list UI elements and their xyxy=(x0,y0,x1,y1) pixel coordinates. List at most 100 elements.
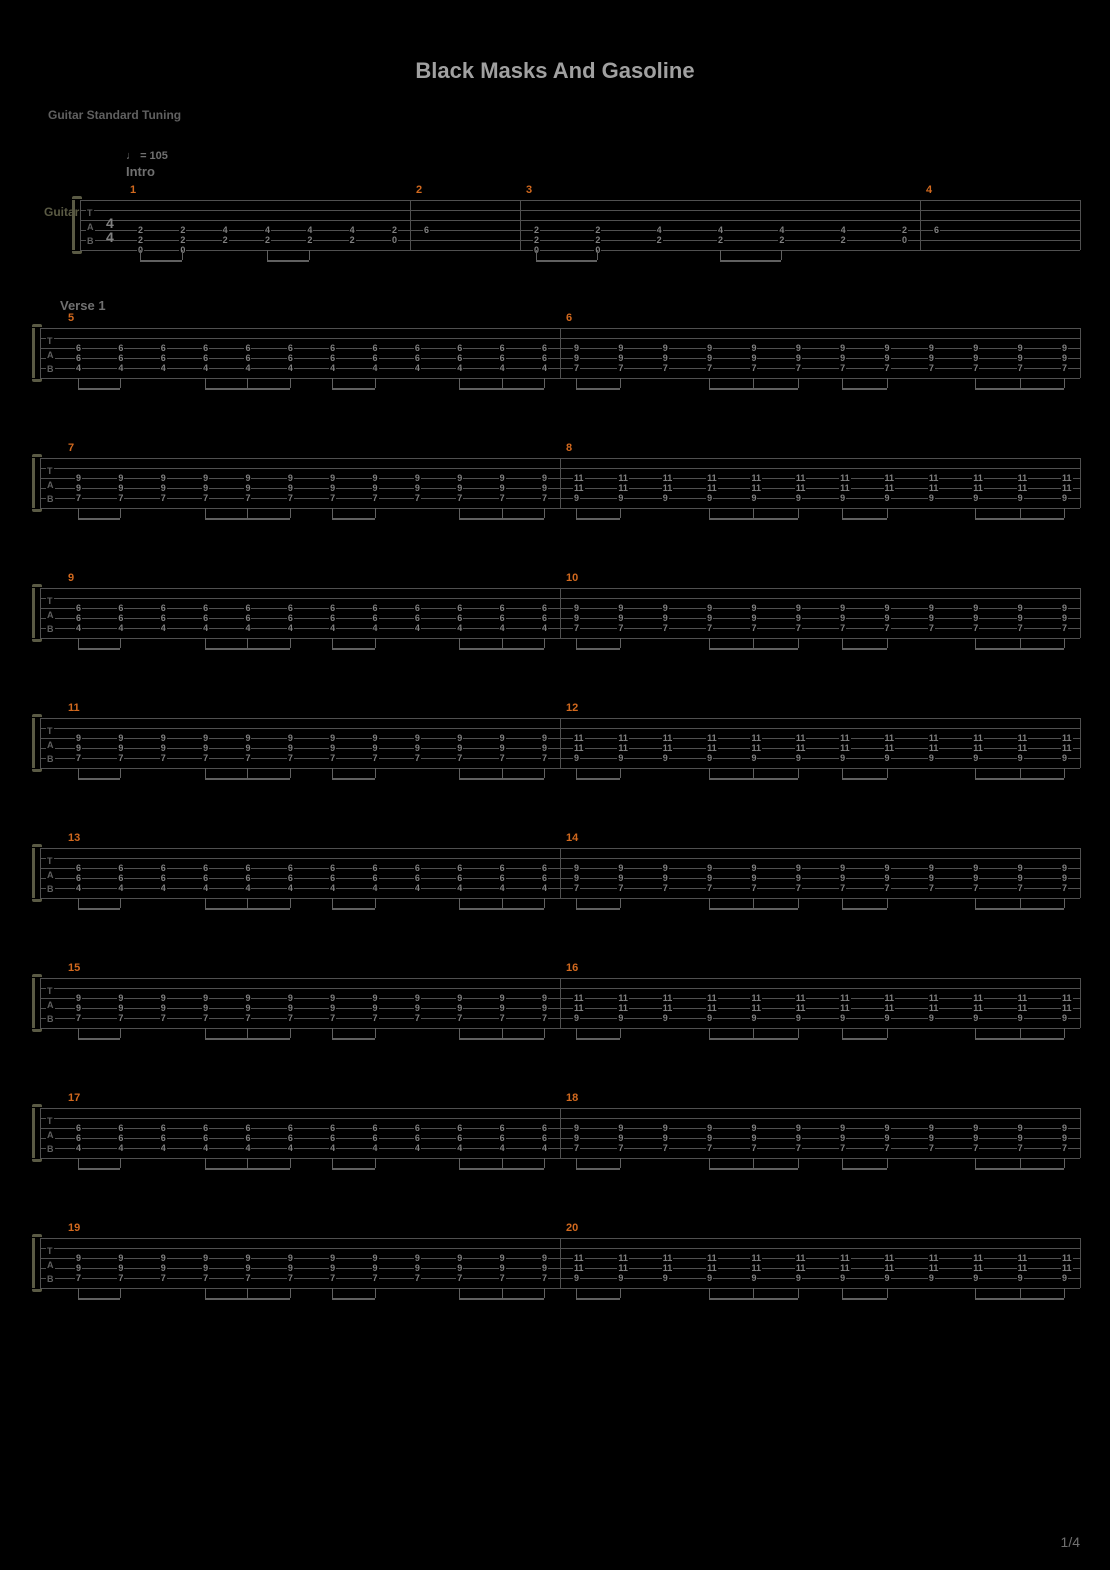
fret-number: 7 xyxy=(456,493,463,503)
fret-number: 11 xyxy=(1017,1263,1029,1273)
tab-line xyxy=(40,378,1080,379)
stem xyxy=(709,378,710,388)
tab-line xyxy=(40,1158,1080,1159)
fret-number: 11 xyxy=(750,473,762,483)
fret-number: 11 xyxy=(928,733,940,743)
fret-number: 11 xyxy=(706,1253,718,1263)
beam xyxy=(842,1168,886,1170)
beam xyxy=(459,1298,544,1300)
fret-number: 9 xyxy=(928,343,935,353)
fret-number: 7 xyxy=(839,1143,846,1153)
fret-number: 6 xyxy=(287,353,294,363)
fret-number: 11 xyxy=(839,473,851,483)
stem xyxy=(182,250,183,260)
beam xyxy=(975,648,1064,650)
fret-number: 6 xyxy=(499,1123,506,1133)
fret-number: 11 xyxy=(795,1263,807,1273)
fret-number: 7 xyxy=(329,753,336,763)
fret-number: 9 xyxy=(795,863,802,873)
barline xyxy=(1080,588,1081,638)
fret-number: 4 xyxy=(222,225,229,235)
barline xyxy=(1080,718,1081,768)
fret-number: 11 xyxy=(1017,743,1029,753)
bar-number: 5 xyxy=(68,312,74,324)
beam xyxy=(78,648,120,650)
beam xyxy=(576,518,620,520)
fret-number: 9 xyxy=(795,1013,802,1023)
fret-number: 9 xyxy=(972,753,979,763)
fret-number: 7 xyxy=(972,363,979,373)
stem xyxy=(459,1288,460,1298)
fret-number: 2 xyxy=(533,225,540,235)
stem xyxy=(536,250,537,260)
fret-number: 6 xyxy=(160,1123,167,1133)
fret-number: 2 xyxy=(901,225,908,235)
fret-number: 9 xyxy=(414,1253,421,1263)
fret-number: 11 xyxy=(617,1253,629,1263)
fret-number: 11 xyxy=(617,1003,629,1013)
fret-number: 7 xyxy=(541,753,548,763)
fret-number: 11 xyxy=(662,733,674,743)
fret-number: 7 xyxy=(287,1273,294,1283)
tab-letter: A xyxy=(46,1130,55,1140)
stem xyxy=(267,250,268,260)
stem xyxy=(781,250,782,260)
fret-number: 6 xyxy=(414,353,421,363)
tab-letter: T xyxy=(46,726,54,736)
beam xyxy=(975,518,1064,520)
fret-number: 9 xyxy=(795,353,802,363)
stem xyxy=(290,768,291,778)
fret-number: 11 xyxy=(750,733,762,743)
beam xyxy=(975,778,1064,780)
fret-number: 7 xyxy=(372,493,379,503)
fret-number: 7 xyxy=(662,1143,669,1153)
fret-number: 9 xyxy=(795,493,802,503)
fret-number: 6 xyxy=(541,343,548,353)
fret-number: 9 xyxy=(202,1263,209,1273)
fret-number: 4 xyxy=(160,883,167,893)
fret-number: 9 xyxy=(573,493,580,503)
fret-number: 9 xyxy=(617,1123,624,1133)
fret-number: 4 xyxy=(287,883,294,893)
fret-number: 9 xyxy=(839,613,846,623)
barline xyxy=(1080,458,1081,508)
fret-number: 9 xyxy=(75,1003,82,1013)
fret-number: 7 xyxy=(202,753,209,763)
fret-number: 11 xyxy=(972,1003,984,1013)
fret-number: 9 xyxy=(928,1273,935,1283)
fret-number: 9 xyxy=(117,473,124,483)
fret-number: 9 xyxy=(884,353,891,363)
fret-number: 9 xyxy=(499,1003,506,1013)
staff-bracket xyxy=(72,200,75,250)
stem xyxy=(120,508,121,518)
fret-number: 6 xyxy=(456,873,463,883)
fret-number: 7 xyxy=(839,623,846,633)
fret-number: 6 xyxy=(329,1133,336,1143)
tab-staff: TAB1366466466466466466466466466466466466… xyxy=(40,848,1080,898)
fret-number: 11 xyxy=(573,473,585,483)
fret-number: 11 xyxy=(1061,473,1073,483)
tab-letter: B xyxy=(46,1014,55,1024)
fret-number: 2 xyxy=(594,235,601,245)
barline xyxy=(1080,1108,1081,1158)
bar-number: 4 xyxy=(926,184,932,196)
fret-number: 9 xyxy=(839,353,846,363)
stem xyxy=(798,1288,799,1298)
fret-number: 9 xyxy=(75,483,82,493)
tab-letter: A xyxy=(46,1260,55,1270)
tab-letter: T xyxy=(46,986,54,996)
fret-number: 7 xyxy=(972,883,979,893)
stem xyxy=(1020,898,1021,908)
fret-number: 7 xyxy=(75,1273,82,1283)
stem xyxy=(290,508,291,518)
fret-number: 9 xyxy=(1061,603,1068,613)
fret-number: 9 xyxy=(662,1273,669,1283)
fret-number: 11 xyxy=(573,483,585,493)
tab-letter: A xyxy=(46,740,55,750)
fret-number: 11 xyxy=(795,1003,807,1013)
stem xyxy=(78,898,79,908)
fret-number: 9 xyxy=(750,1273,757,1283)
fret-number: 6 xyxy=(287,603,294,613)
fret-number: 9 xyxy=(928,493,935,503)
fret-number: 9 xyxy=(662,1123,669,1133)
